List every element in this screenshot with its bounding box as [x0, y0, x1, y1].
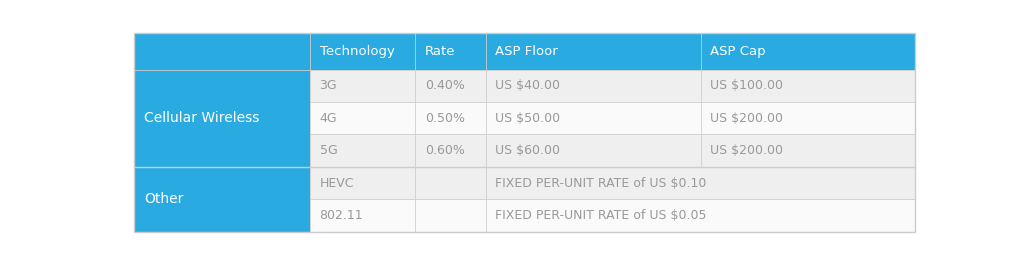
- Text: HEVC: HEVC: [319, 177, 354, 189]
- Bar: [700, 33, 915, 70]
- Text: Technology: Technology: [319, 45, 394, 58]
- Text: 0.60%: 0.60%: [425, 144, 465, 157]
- Bar: [416, 70, 485, 102]
- Bar: [310, 134, 416, 167]
- Bar: [310, 167, 416, 199]
- Text: US $40.00: US $40.00: [496, 79, 560, 92]
- Bar: [310, 102, 416, 134]
- Text: 802.11: 802.11: [319, 209, 364, 222]
- Bar: [700, 102, 915, 134]
- Bar: [416, 102, 485, 134]
- Text: US $50.00: US $50.00: [496, 112, 560, 125]
- Bar: [700, 134, 915, 167]
- Text: 3G: 3G: [319, 79, 337, 92]
- Text: Rate: Rate: [425, 45, 456, 58]
- Bar: [310, 70, 416, 102]
- Text: US $100.00: US $100.00: [710, 79, 783, 92]
- Bar: [485, 134, 700, 167]
- Bar: [134, 167, 310, 232]
- Text: 0.40%: 0.40%: [425, 79, 465, 92]
- Text: US $60.00: US $60.00: [496, 144, 560, 157]
- Bar: [134, 33, 310, 70]
- Bar: [416, 33, 485, 70]
- Bar: [485, 199, 915, 232]
- Text: 4G: 4G: [319, 112, 337, 125]
- Text: FIXED PER-UNIT RATE of US $0.05: FIXED PER-UNIT RATE of US $0.05: [496, 209, 707, 222]
- Text: 0.50%: 0.50%: [425, 112, 465, 125]
- Text: Cellular Wireless: Cellular Wireless: [143, 111, 259, 125]
- Text: FIXED PER-UNIT RATE of US $0.10: FIXED PER-UNIT RATE of US $0.10: [496, 177, 707, 189]
- Bar: [416, 199, 485, 232]
- Text: ASP Cap: ASP Cap: [710, 45, 766, 58]
- Bar: [416, 134, 485, 167]
- Text: US $200.00: US $200.00: [710, 144, 783, 157]
- Bar: [485, 70, 700, 102]
- Bar: [134, 70, 310, 167]
- Bar: [485, 33, 700, 70]
- Bar: [310, 199, 416, 232]
- Text: 5G: 5G: [319, 144, 337, 157]
- Text: ASP Floor: ASP Floor: [496, 45, 558, 58]
- Text: Other: Other: [143, 192, 183, 206]
- Bar: [416, 167, 485, 199]
- Text: US $200.00: US $200.00: [710, 112, 783, 125]
- Bar: [485, 102, 700, 134]
- Bar: [700, 70, 915, 102]
- Bar: [310, 33, 416, 70]
- Bar: [485, 167, 915, 199]
